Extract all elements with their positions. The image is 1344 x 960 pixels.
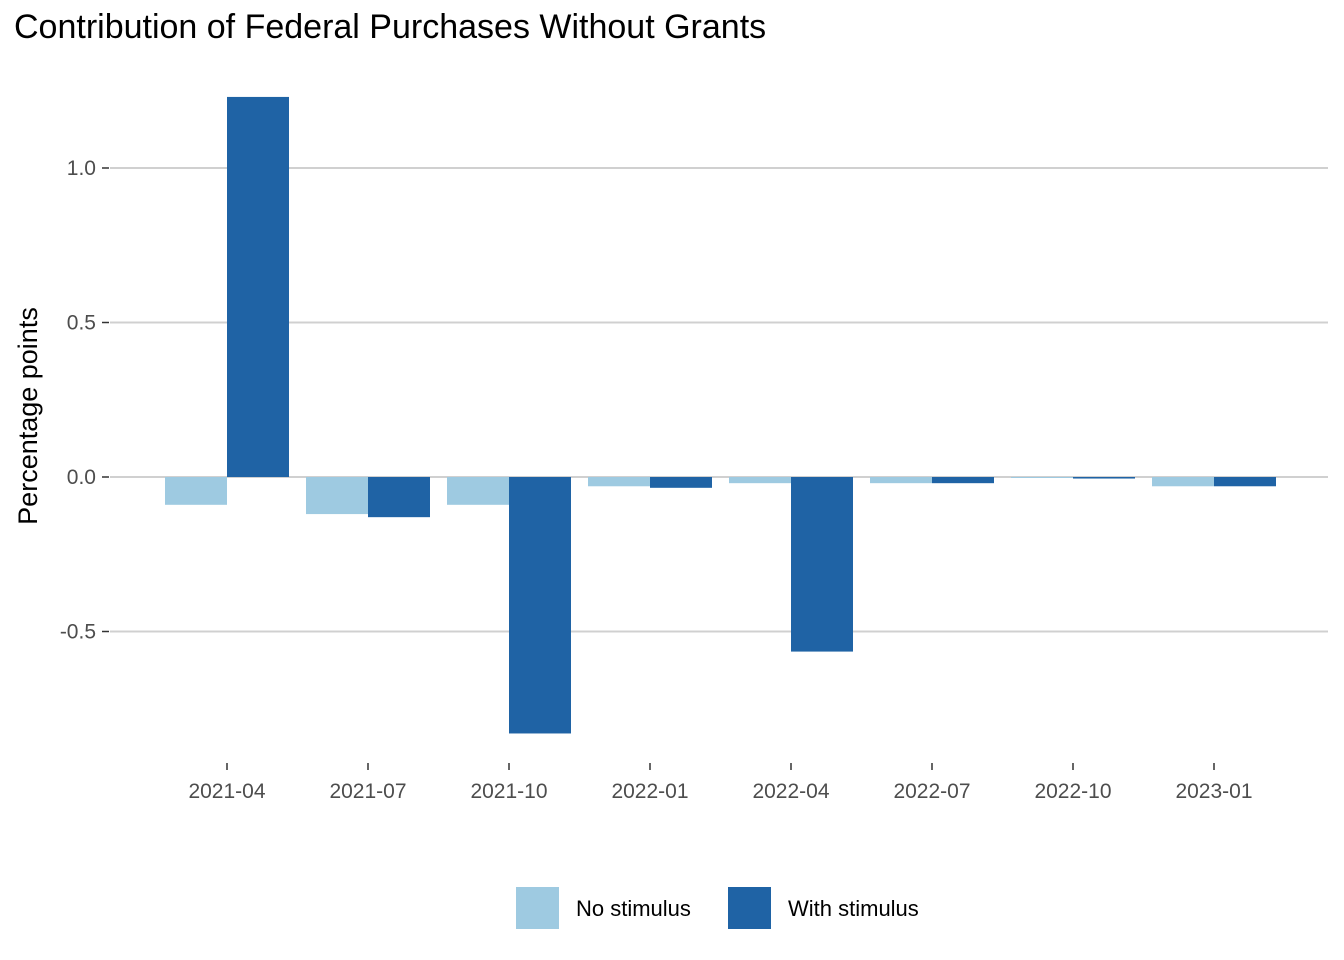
x-tick-label: 2021-07 [329, 780, 406, 803]
x-axis: 2021-04 2021-07 2021-10 2022-01 2022-04 2022-… [188, 763, 1253, 803]
grid-lines [110, 167, 1328, 633]
y-tick-label: 0.5 [67, 312, 96, 335]
x-tick-label: 2022-10 [1034, 780, 1111, 803]
y-tick-label: 1.0 [67, 157, 96, 180]
x-tick-label: 2023-01 [1175, 780, 1252, 803]
x-tick-label: 2022-01 [611, 780, 688, 803]
bars [165, 96, 1276, 734]
bar-with-stimulus [1073, 477, 1135, 479]
x-tick-label: 2022-04 [752, 780, 829, 803]
bar-no-stimulus [1152, 477, 1214, 487]
bar-no-stimulus [165, 477, 227, 505]
bar-with-stimulus [1214, 477, 1276, 487]
bar-with-stimulus [650, 477, 712, 488]
legend-swatch [516, 887, 559, 929]
legend-label: With stimulus [788, 896, 919, 921]
bar-no-stimulus [870, 477, 932, 484]
x-tick-label: 2021-10 [470, 780, 547, 803]
bar-no-stimulus [306, 477, 368, 515]
bar-with-stimulus [368, 477, 430, 518]
legend-swatch [728, 887, 771, 929]
bar-with-stimulus [509, 477, 571, 734]
legend-label: No stimulus [576, 896, 691, 921]
bar-with-stimulus [932, 477, 994, 484]
bar-no-stimulus [588, 477, 650, 487]
legend: No stimulus With stimulus [516, 887, 919, 929]
y-tick-label: -0.5 [60, 621, 96, 644]
bar-no-stimulus [1011, 477, 1073, 478]
chart-title: Contribution of Federal Purchases Withou… [14, 8, 767, 46]
y-axis-title: Percentage points [13, 307, 43, 525]
x-tick-label: 2022-07 [893, 780, 970, 803]
y-tick-label: 0.0 [67, 466, 96, 489]
x-tick-label: 2021-04 [188, 780, 265, 803]
bar-with-stimulus [791, 477, 853, 652]
bar-with-stimulus [227, 96, 289, 478]
bar-no-stimulus [447, 477, 509, 505]
bar-no-stimulus [729, 477, 791, 484]
y-axis: -0.5 0.0 0.5 1.0 [60, 157, 109, 644]
